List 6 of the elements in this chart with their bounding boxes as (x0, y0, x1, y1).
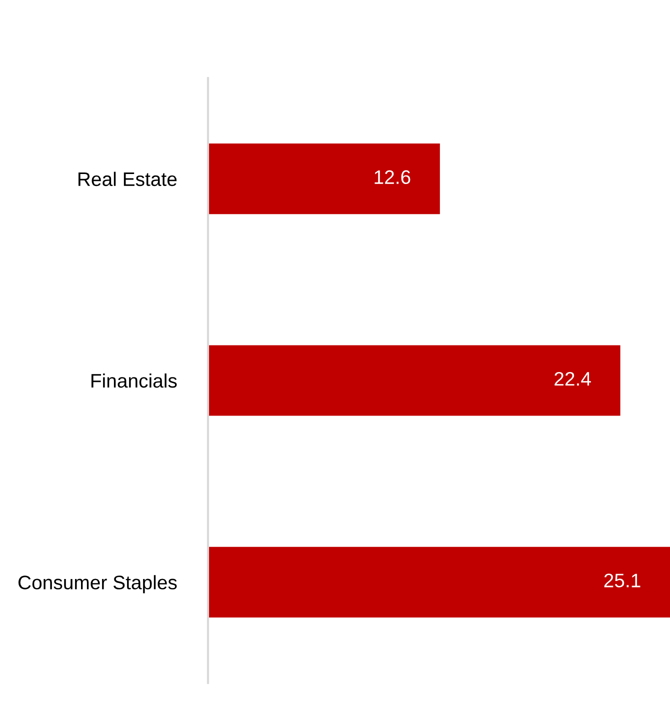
y-tick-label: Financials (92, 373, 177, 388)
data-label: 22.4 (554, 372, 591, 386)
data-label: 25.1 (604, 574, 640, 588)
y-tick-label: Consumer Staples (18, 575, 177, 594)
y-tick-label: Real Estate (78, 172, 177, 186)
data-label: 12.6 (374, 170, 410, 184)
